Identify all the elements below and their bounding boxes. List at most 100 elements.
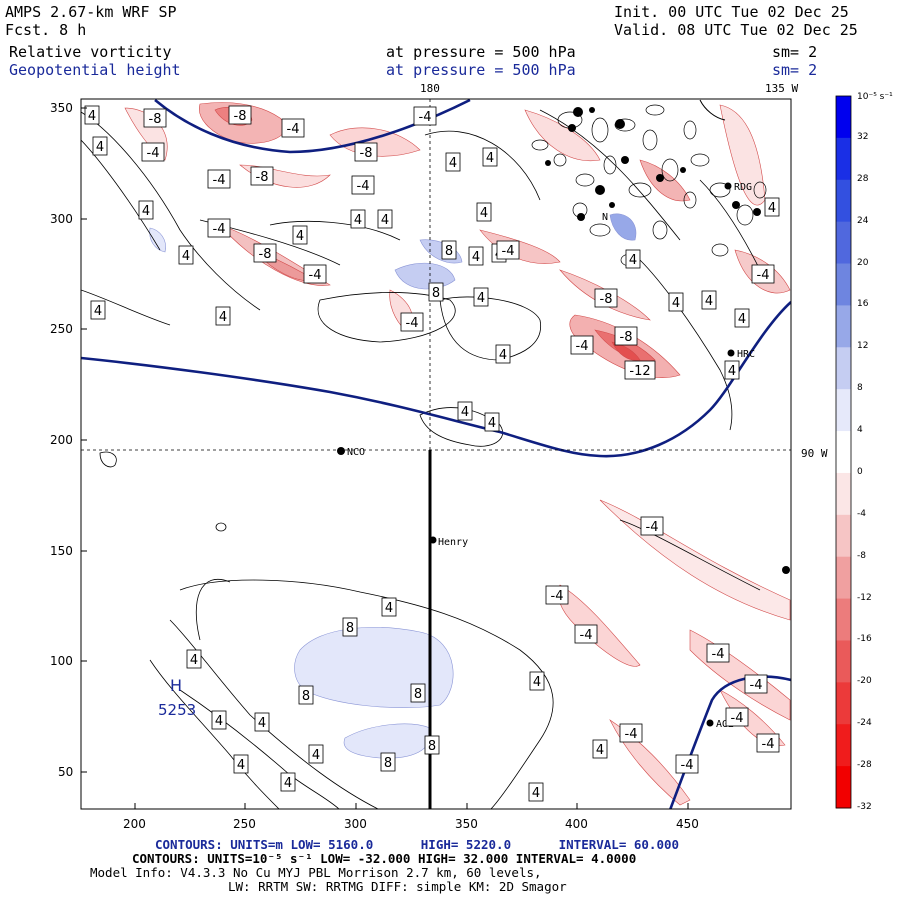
contour-label: -4 [750,678,763,693]
colorbar-swatch [836,472,851,516]
contour-label-box [138,200,154,220]
contour-label: -4 [712,647,725,662]
contour-label-box [186,649,202,669]
y-tick-150: 150 [50,544,73,558]
y-tick-200: 200 [50,433,73,447]
contour-label: -8 [259,247,272,262]
colorbar-swatch [836,724,851,767]
field2-name: Geopotential height [9,61,181,79]
contour-label-box [233,754,249,774]
contour-label: 4 [533,675,541,690]
model-title: AMPS 2.67-km WRF SP [5,3,177,21]
contour-label-box [377,209,393,229]
colorbar-label: 20 [857,257,869,268]
y-tick-300: 300 [50,212,73,226]
contour-label-box [528,782,544,802]
contour-label-box [281,118,305,138]
lon-label-135w: 135 W [765,82,799,95]
x-tick-350: 350 [455,817,478,831]
colorbar-label: -28 [857,760,872,771]
contour-label-box [764,197,780,217]
footer-height-high: HIGH= 5220.0 [420,837,512,852]
field1-name: Relative vorticity [9,43,172,61]
x-tick-400: 400 [565,817,588,831]
contour-label: 4 [488,416,496,431]
contour-label-box [413,106,437,126]
contour-label: 4 [284,776,292,791]
contour-label: -4 [309,268,322,283]
contour-label-box [342,617,358,637]
contour-label-box [445,152,461,172]
contour-label-box [253,243,277,263]
contour-label-box [725,707,749,727]
lon-label-180: 180 [420,82,440,95]
contour-label-box [410,683,426,703]
contour-label: 4 [728,364,736,379]
colorbar-swatch [836,766,851,809]
footer-physics-info: LW: RRTM SW: RRTMG DIFF: simple KM: 2D S… [228,879,567,894]
footer-model-info: Model Info: V4.3.3 No Cu MYJ PBL Morriso… [90,865,542,880]
contour-label-box [211,710,227,730]
contour-label-box [400,312,424,332]
colorbar-swatch [836,221,851,265]
x-ticks [134,803,689,809]
station-edge [782,566,790,574]
contour-label: 4 [354,213,362,228]
contour-label: 4 [472,250,480,265]
contour-label: 4 [88,109,96,124]
contour-label-box [292,225,308,245]
colorbar-label: -32 [857,802,872,812]
colorbar-swatch [836,514,851,558]
contour-label-box [303,264,327,284]
contour-label: 4 [596,743,604,758]
contour-label-box [228,105,252,125]
contour-label: 4 [532,786,540,801]
contour-label-box [141,142,165,162]
contour-label: -4 [580,628,593,643]
contour-label-box [734,308,750,328]
contour-label: -4 [357,179,370,194]
contour-label-box [207,169,231,189]
contour-label-box [254,712,270,732]
field1-level: at pressure = 500 hPa [386,43,576,61]
colorbar-swatch [836,640,851,683]
contour-label-box [614,326,638,346]
contour-label-box [495,344,511,364]
contour-label-box [496,240,520,260]
y-tick-350: 350 [50,101,73,115]
colorbar-label: -12 [857,592,872,603]
contour-label-box [756,733,780,753]
station-henry [429,536,437,544]
footer-height-interval: INTERVAL= 60.000 [558,837,680,852]
contour-label-box [424,735,440,755]
contour-label: 4 [629,253,637,268]
y-tick-250: 250 [50,322,73,336]
colorbar-label: 24 [857,215,869,226]
contour-label-box [570,335,594,355]
contour-label-box [592,739,608,759]
contour-label-box [84,105,100,125]
high-marker-value: 5253 [158,701,196,719]
contour-label: 4 [486,151,494,166]
colorbar-swatch [836,556,851,600]
contour-label: -4 [731,711,744,726]
station-hrc [727,349,735,357]
contour-label: 4 [296,229,304,244]
colorbar-swatch [836,305,851,348]
station-ag [706,719,714,727]
contour-label: 4 [190,653,198,668]
x-tick-250: 250 [233,817,256,831]
colorbar-frame [835,95,852,809]
contour-label: 8 [384,756,392,771]
contour-label-box [484,412,500,432]
station-label-henry: Henry [438,537,468,548]
footer-vorticity-contours: CONTOURS: UNITS=10⁻⁵ s⁻¹ LOW= -32.000 HI… [132,851,637,866]
contour-label: 4 [672,296,680,311]
contour-label: 8 [445,244,453,259]
contour-label-box [468,246,484,266]
contour-label-box [143,108,167,128]
contour-label: -4 [646,520,659,535]
contour-labels: 4 4 -8 -8 -4 -4 -8 -4 -8 -4 -4 4 4 4 -4 4 4 4 4 4 -8 -4 8 4 4 -4 4… [84,105,780,802]
contour-label: -4 [147,146,160,161]
colorbar-swatch [836,263,851,306]
